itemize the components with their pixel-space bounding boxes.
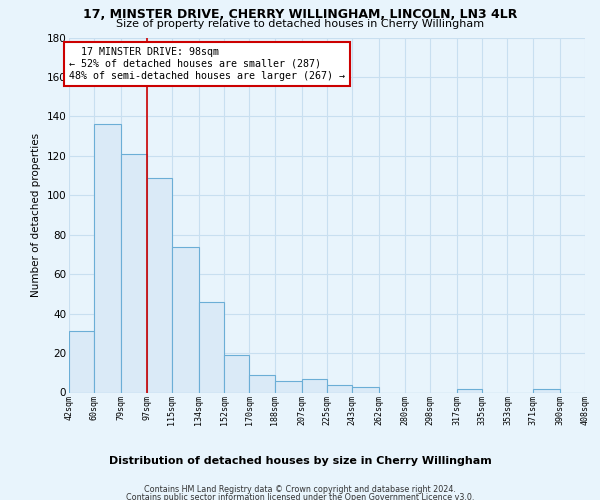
Bar (302, 378, 327, 392)
Text: 17 MINSTER DRIVE: 98sqm
← 52% of detached houses are smaller (287)
48% of semi-d: 17 MINSTER DRIVE: 98sqm ← 52% of detache… (69, 48, 345, 80)
Text: Size of property relative to detached houses in Cherry Willingham: Size of property relative to detached ho… (116, 19, 484, 29)
Bar (146, 178, 172, 392)
Bar (352, 386, 379, 392)
Bar (199, 302, 224, 392)
Bar (533, 388, 560, 392)
Text: 17, MINSTER DRIVE, CHERRY WILLINGHAM, LINCOLN, LN3 4LR: 17, MINSTER DRIVE, CHERRY WILLINGHAM, LI… (83, 8, 517, 20)
Bar (327, 384, 352, 392)
Text: Distribution of detached houses by size in Cherry Willingham: Distribution of detached houses by size … (109, 456, 491, 466)
Bar (224, 355, 250, 393)
Y-axis label: Number of detached properties: Number of detached properties (31, 133, 41, 297)
Bar (172, 246, 199, 392)
Bar (457, 388, 482, 392)
Bar (121, 154, 146, 392)
Bar (69, 332, 94, 392)
Bar (94, 124, 121, 392)
Bar (250, 375, 275, 392)
Text: Contains HM Land Registry data © Crown copyright and database right 2024.: Contains HM Land Registry data © Crown c… (144, 485, 456, 494)
Bar (275, 380, 302, 392)
Text: Contains public sector information licensed under the Open Government Licence v3: Contains public sector information licen… (126, 493, 474, 500)
